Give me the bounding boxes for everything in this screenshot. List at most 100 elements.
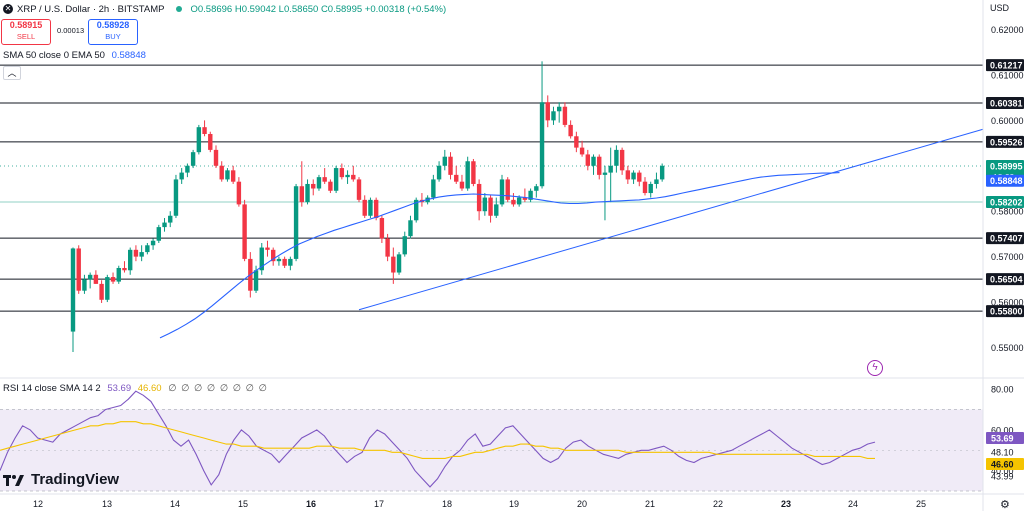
candle-body	[110, 277, 116, 282]
time-axis: 12 13 14 15 16 17 18 19 20 21 22 23 24 25	[33, 499, 926, 509]
trendline-layer	[358, 128, 984, 311]
level-label-bg	[986, 305, 1024, 318]
candle-body	[368, 199, 373, 216]
candle-body	[333, 168, 339, 191]
close-icon[interactable]: ✕	[3, 4, 13, 14]
candle-body	[288, 258, 293, 266]
candle-body	[311, 183, 316, 189]
trendline	[358, 128, 984, 311]
candle-body	[162, 222, 167, 228]
rsi-legend-extras: ∅ ∅ ∅ ∅ ∅ ∅ ∅ ∅	[168, 383, 268, 394]
candle-body	[230, 170, 236, 182]
candle-body	[156, 227, 161, 241]
candle-body	[454, 174, 459, 182]
candle-body	[76, 248, 81, 291]
candle-body	[534, 186, 539, 191]
candle-body	[185, 165, 190, 173]
candle-body	[551, 111, 556, 121]
candle-body	[648, 183, 653, 194]
time-tick-label: 16	[306, 499, 316, 509]
candle-body	[602, 172, 608, 175]
candle-body	[505, 179, 510, 200]
candle-body	[545, 102, 550, 121]
candle-body	[385, 238, 390, 257]
rsi-legend-label: RSI 14 close SMA 14 2	[3, 383, 101, 394]
candle-body	[625, 170, 631, 180]
sma-legend-value: 0.58848	[111, 50, 146, 61]
rsi-sma-line	[0, 421, 875, 459]
candle-body	[236, 181, 242, 205]
candle-body	[190, 152, 196, 166]
price-marker-label: 0.58995	[990, 162, 1023, 172]
collapse-chevron-icon[interactable]: ︿	[3, 66, 21, 80]
sma-layer	[159, 172, 840, 339]
candle-body	[316, 177, 322, 189]
sell-price: 0.58915	[9, 20, 43, 30]
candle-body	[459, 181, 465, 189]
candle-body	[139, 252, 144, 257]
time-tick-label: 17	[374, 499, 384, 509]
level-label: 0.57407	[990, 234, 1023, 244]
candle-body	[642, 181, 648, 194]
candle-body	[431, 179, 436, 198]
ohlc-values: O0.58696 H0.59042 L0.58650 C0.58995 +0.0…	[190, 3, 447, 15]
level-label-bg	[986, 97, 1024, 110]
candle-body	[128, 249, 133, 271]
rsi-tick-label: 60.00	[991, 425, 1014, 435]
candle-body	[637, 172, 642, 182]
candle-body	[539, 102, 545, 187]
candle-body	[482, 197, 488, 212]
rsi-legend-value: 53.69	[107, 383, 132, 394]
candle-body	[282, 258, 287, 266]
sma-line	[159, 172, 840, 339]
rsi-legend[interactable]: RSI 14 close SMA 14 2 53.69 46.60 ∅ ∅ ∅ …	[3, 383, 268, 394]
candle-body	[202, 127, 207, 134]
symbol-title[interactable]: XRP / U.S. Dollar · 2h · BITSTAMP	[17, 3, 165, 15]
candle-body	[585, 154, 590, 166]
candle-body	[597, 156, 602, 175]
candle-body	[402, 236, 407, 255]
level-label-bg	[986, 196, 1024, 209]
candle-body	[87, 274, 93, 280]
rsi-ma-marker-label: 46.60	[991, 460, 1014, 470]
level-label: 0.59526	[990, 137, 1023, 147]
candle-body	[253, 270, 259, 291]
candle-body	[516, 197, 522, 205]
buy-price: 0.58928	[96, 20, 130, 30]
tradingview-logo: TradingView	[3, 471, 119, 488]
time-tick-label: 13	[102, 499, 112, 509]
price-tick-label: 0.61000	[991, 70, 1024, 80]
level-label-bg	[986, 273, 1024, 286]
currency-label[interactable]: USD	[990, 3, 1010, 13]
chart-header: ✕ XRP / U.S. Dollar · 2h · BITSTAMP O0.5…	[0, 0, 446, 18]
candle-body	[379, 218, 385, 239]
candle-body	[145, 245, 150, 253]
sma-legend[interactable]: SMA 50 close 0 EMA 50 0.58848	[3, 50, 146, 61]
rsi-tick-label: 80.00	[991, 385, 1014, 395]
time-tick-label: 19	[509, 499, 519, 509]
rsi-tick-label: 40.00	[991, 466, 1014, 476]
rsi-legend-sma-value: 46.60	[137, 383, 162, 394]
candle-body	[631, 172, 636, 180]
logo-text: TradingView	[31, 471, 120, 488]
candle-body	[213, 149, 219, 166]
time-tick-label: 24	[848, 499, 858, 509]
candle-body	[351, 174, 356, 180]
candle-body	[471, 161, 476, 184]
candle-body	[259, 247, 264, 271]
candle-body	[105, 277, 110, 300]
rsi-band-label: 43.99	[991, 472, 1014, 482]
gear-icon[interactable]: ⚙	[1000, 499, 1010, 511]
candle-body	[436, 165, 442, 180]
candle-body	[179, 172, 184, 180]
candle-body	[442, 156, 447, 166]
candle-body	[619, 149, 625, 171]
buy-button[interactable]: 0.58928 BUY	[88, 19, 138, 45]
candle-body	[339, 168, 345, 178]
sell-button[interactable]: 0.58915 SELL	[1, 19, 51, 45]
flash-icon[interactable]: ϟ	[867, 360, 883, 376]
candle-body	[242, 204, 247, 259]
level-label: 0.60381	[990, 99, 1023, 109]
